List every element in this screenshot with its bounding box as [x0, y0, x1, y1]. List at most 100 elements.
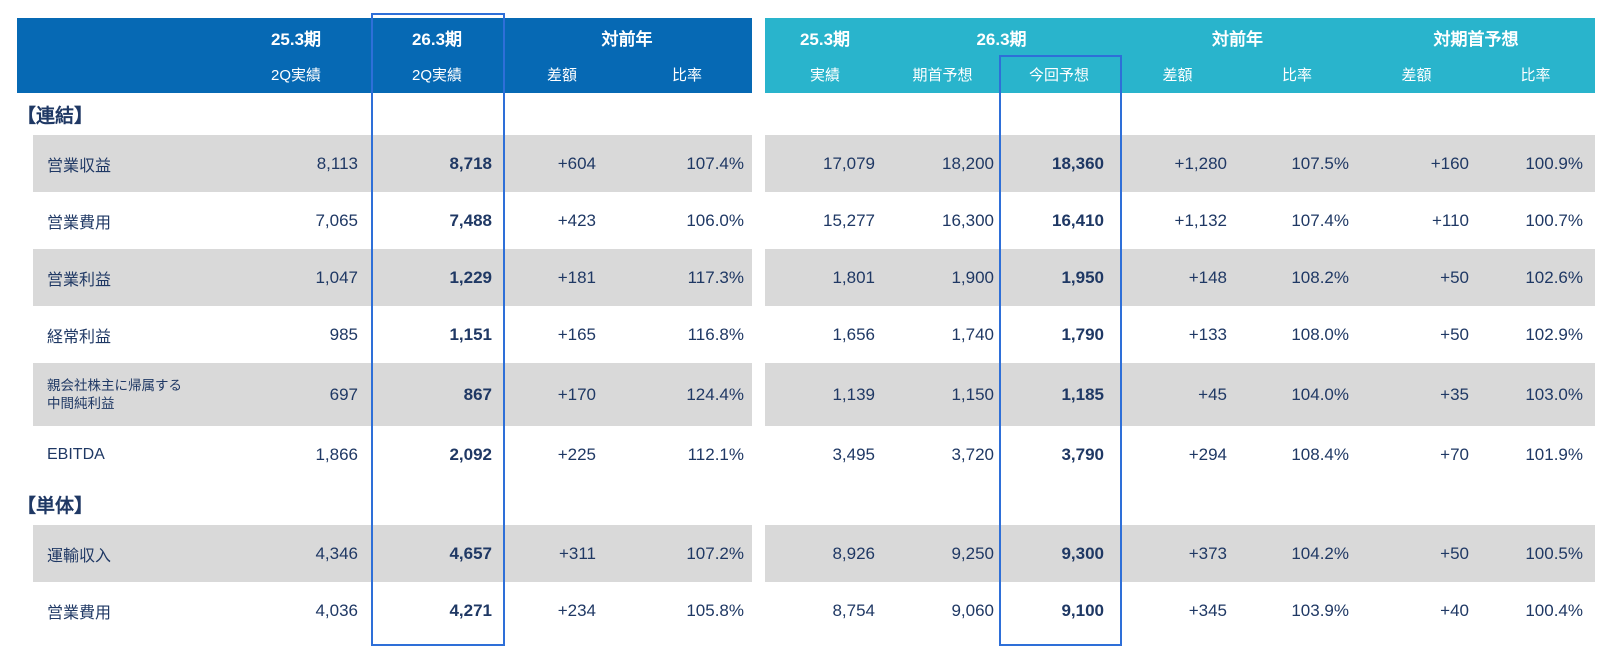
section-row: 【連結】 — [17, 93, 752, 135]
row-label: 営業費用 — [47, 214, 112, 232]
cell-value: 9,250 — [951, 543, 994, 563]
row-label: 運輸収入 — [47, 547, 112, 565]
subheader-actual: 実績 — [809, 67, 840, 84]
section-row: 【単体】 — [17, 483, 752, 525]
section-row-spacer — [765, 93, 1595, 135]
subheader-difference: 差額 — [546, 67, 577, 84]
cell-value: 4,657 — [449, 543, 492, 563]
data-row: 17,079 18,200 18,360 +1,280 107.5% +160 100.9% — [765, 135, 1595, 192]
row-label: 経常利益 — [47, 328, 112, 346]
cell-value: +294 — [1188, 444, 1227, 464]
cell-value: 107.4% — [1291, 210, 1349, 230]
data-row: 親会社株主に帰属する 中間純利益 697 867 +170 124.4% — [17, 363, 752, 426]
cell-value: +148 — [1188, 267, 1227, 287]
row-label: 営業利益 — [47, 271, 112, 289]
cell-value: 104.2% — [1291, 543, 1349, 563]
cell-value: 107.5% — [1291, 153, 1349, 173]
cell-value: 100.9% — [1525, 153, 1583, 173]
left-table-header: 25.3期 26.3期 対前年 2Q実績 2Q実績 差額 比率 — [17, 18, 752, 93]
cell-value: 1,790 — [1061, 324, 1104, 344]
cell-value: 985 — [329, 324, 358, 344]
right-table-header: 25.3期 26.3期 対前年 対期首予想 実績 期首予想 今回予想 差額 比率… — [765, 18, 1595, 93]
cell-value: 101.9% — [1525, 444, 1583, 464]
section-row-spacer — [765, 483, 1595, 525]
row-label-line: 中間純利益 — [47, 395, 115, 411]
cell-value: +45 — [1198, 384, 1227, 404]
col-header-vs-initial-forecast-group: 対期首予想 — [1433, 29, 1519, 49]
cell-value: 18,200 — [942, 153, 994, 173]
data-row: 8,754 9,060 9,100 +345 103.9% +40 100.4% — [765, 582, 1595, 639]
right-header-top-row: 25.3期 26.3期 対前年 対期首予想 — [765, 18, 1595, 56]
cell-value: 697 — [329, 384, 358, 404]
data-row: 営業収益 8,113 8,718 +604 107.4% — [17, 135, 752, 192]
row-label-line: 親会社株主に帰属する — [47, 377, 182, 393]
right-table-body: 17,079 18,200 18,360 +1,280 107.5% +160 100.9%… — [765, 93, 1595, 639]
section-label: 【単体】 — [17, 495, 94, 517]
col-header-curr-period-group: 26.3期 — [976, 29, 1027, 49]
cell-value: 8,113 — [316, 153, 358, 173]
cell-value: 100.7% — [1525, 210, 1583, 230]
data-row: 1,656 1,740 1,790 +133 108.0% +50 102.9% — [765, 306, 1595, 363]
cell-value: 16,300 — [942, 210, 994, 230]
cell-value: 9,300 — [1061, 543, 1104, 563]
cell-value: +70 — [1440, 444, 1469, 464]
subheader-prev-2q-actual: 2Q実績 — [270, 67, 321, 84]
data-row: 8,926 9,250 9,300 +373 104.2% +50 100.5% — [765, 525, 1595, 582]
cell-value: 117.3% — [687, 267, 744, 287]
cell-value: 1,801 — [832, 267, 875, 287]
cell-value: +35 — [1440, 384, 1469, 404]
cell-value: 867 — [463, 384, 492, 404]
cell-value: 7,065 — [315, 210, 358, 230]
data-row: 営業費用 4,036 4,271 +234 105.8% — [17, 582, 752, 639]
cell-value: 106.0% — [686, 210, 744, 230]
cell-value: 104.0% — [1291, 384, 1349, 404]
right-header-sub-row: 実績 期首予想 今回予想 差額 比率 差額 比率 — [765, 56, 1595, 93]
cell-value: 1,900 — [951, 267, 994, 287]
cell-value: 105.8% — [686, 600, 744, 620]
cell-value: 8,926 — [832, 543, 875, 563]
cell-value: 116.8% — [687, 324, 744, 344]
cell-value: 108.0% — [1291, 324, 1349, 344]
col-header-curr-period: 26.3期 — [411, 29, 463, 49]
cell-value: 1,047 — [315, 267, 358, 287]
cell-value: 4,271 — [449, 600, 492, 620]
cell-value: 1,866 — [315, 444, 358, 464]
subheader-ratio: 比率 — [1520, 67, 1551, 84]
row-label: 営業費用 — [47, 604, 112, 622]
cell-value: 9,100 — [1061, 600, 1104, 620]
cell-value: 3,790 — [1061, 444, 1104, 464]
cell-value: 2,092 — [449, 444, 492, 464]
half-year-results-table: 25.3期 26.3期 対前年 2Q実績 2Q実績 差額 比率 【連結】営業収益… — [17, 18, 752, 639]
row-label: EBITDA — [47, 445, 105, 463]
cell-value: +50 — [1440, 324, 1469, 344]
cell-value: +181 — [557, 267, 596, 287]
cell-value: +311 — [558, 543, 596, 563]
cell-value: 1,950 — [1061, 267, 1104, 287]
data-row: 1,801 1,900 1,950 +148 108.2% +50 102.6% — [765, 249, 1595, 306]
cell-value: 3,495 — [832, 444, 875, 464]
cell-value: 1,229 — [449, 267, 492, 287]
left-table-body: 【連結】営業収益 8,113 8,718 +604 107.4% 営業費用 7,065 7,4… — [17, 93, 752, 639]
cell-value: +604 — [557, 153, 596, 173]
data-row: EBITDA 1,866 2,092 +225 112.1% — [17, 426, 752, 483]
cell-value: +40 — [1440, 600, 1469, 620]
data-row: 1,139 1,150 1,185 +45 104.0% +35 103.0% — [765, 363, 1595, 426]
cell-value: +373 — [1188, 543, 1227, 563]
cell-value: 7,488 — [449, 210, 492, 230]
cell-value: +50 — [1440, 267, 1469, 287]
cell-value: 1,151 — [449, 324, 492, 344]
col-header-prev-period: 25.3期 — [270, 29, 322, 49]
cell-value: 102.6% — [1525, 267, 1583, 287]
cell-value: 103.9% — [1291, 600, 1349, 620]
cell-value: 1,150 — [951, 384, 994, 404]
cell-value: 108.4% — [1291, 444, 1349, 464]
cell-value: 8,754 — [832, 600, 875, 620]
subheader-difference: 差額 — [1162, 67, 1193, 84]
data-row: 営業費用 7,065 7,488 +423 106.0% — [17, 192, 752, 249]
cell-value: 108.2% — [1291, 267, 1349, 287]
section-label: 【連結】 — [17, 105, 94, 127]
subheader-curr-2q-actual: 2Q実績 — [411, 67, 462, 84]
left-header-top-row: 25.3期 26.3期 対前年 — [17, 18, 752, 56]
cell-value: 100.5% — [1525, 543, 1583, 563]
col-header-vs-prev-year-group: 対前年 — [1212, 29, 1263, 49]
